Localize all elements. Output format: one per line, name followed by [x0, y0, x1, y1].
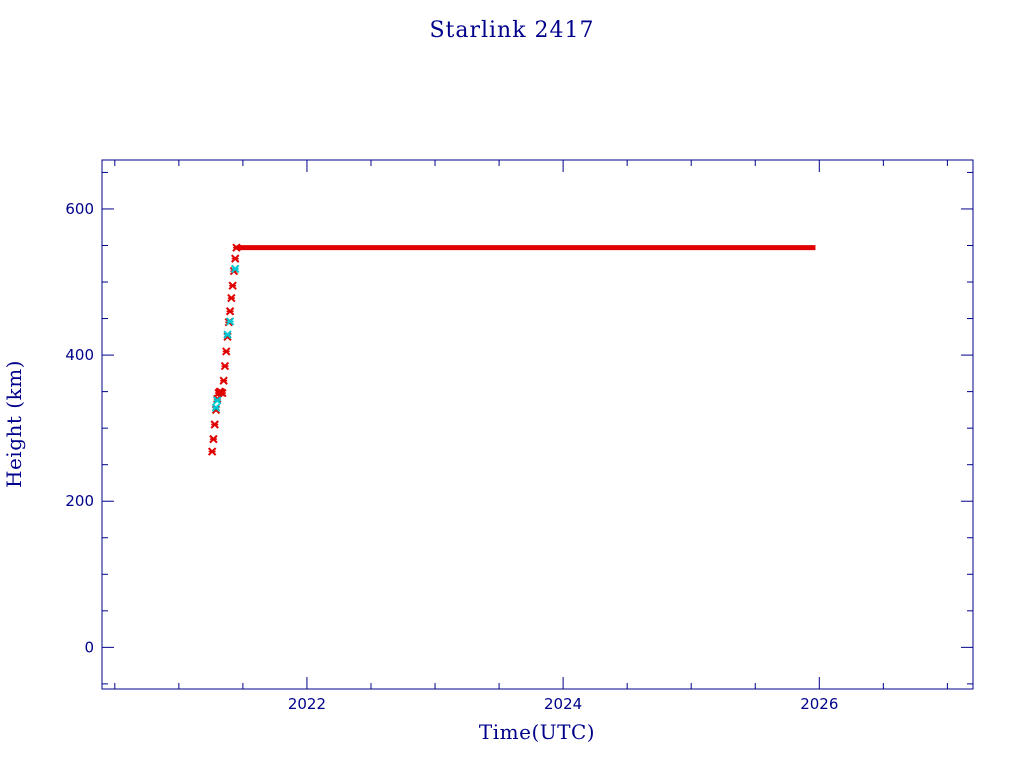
axis-ticks — [102, 160, 973, 689]
x-tick-label: 2026 — [800, 695, 838, 713]
x-tick-label: 2024 — [544, 695, 582, 713]
data-point — [222, 347, 231, 356]
data-point — [211, 403, 221, 412]
y-tick-label: 600 — [65, 200, 94, 218]
y-tick-label: 200 — [65, 492, 94, 510]
x-axis-label: Time(UTC) — [479, 720, 595, 744]
data-point — [223, 330, 232, 339]
data-point — [218, 388, 227, 398]
data-point — [225, 317, 235, 326]
data-point — [219, 376, 228, 385]
data-point — [220, 361, 230, 371]
chart-title: Starlink 2417 — [429, 18, 594, 43]
y-tick-label: 0 — [84, 638, 94, 656]
data-point — [231, 264, 240, 274]
data-point — [225, 307, 235, 316]
y-tick-label: 400 — [65, 346, 94, 364]
data-point — [209, 434, 218, 444]
data-point — [210, 420, 219, 429]
x-tick-label: 2022 — [288, 695, 326, 713]
data-point — [231, 254, 240, 263]
data-point — [207, 447, 217, 456]
tick-labels: 2022 2024 2026 0 200 400 600 — [65, 200, 838, 713]
data-marks — [207, 243, 816, 456]
plot-frame — [101, 159, 974, 690]
data-point — [213, 396, 222, 405]
data-point — [228, 281, 237, 290]
y-axis-label: Height (km) — [2, 360, 26, 488]
data-point — [227, 293, 236, 303]
